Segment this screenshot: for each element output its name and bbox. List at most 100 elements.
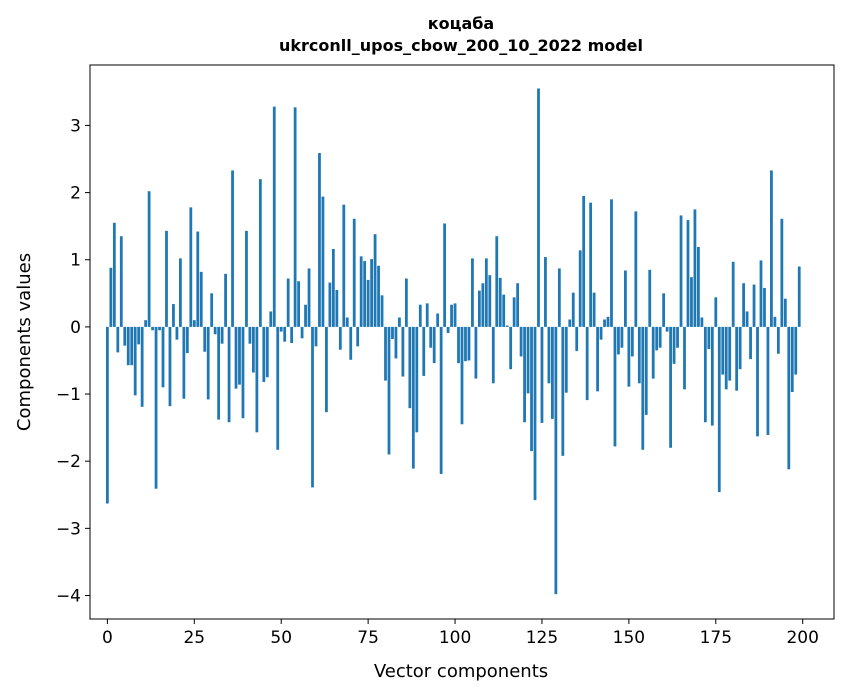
- bar: [498, 277, 502, 327]
- bar: [432, 326, 436, 364]
- bar: [297, 281, 300, 327]
- bar: [745, 311, 749, 327]
- bar: [185, 326, 189, 354]
- bar: [439, 326, 443, 474]
- bar: [293, 107, 297, 327]
- bar: [474, 326, 478, 379]
- bar: [523, 326, 526, 423]
- bar: [662, 293, 666, 327]
- bar: [644, 326, 648, 415]
- bar: [203, 326, 207, 352]
- bar: [526, 326, 530, 394]
- bar: [519, 326, 523, 357]
- bar: [398, 317, 401, 327]
- bar: [314, 326, 318, 347]
- bar: [627, 326, 631, 387]
- bar: [658, 326, 662, 348]
- bar: [415, 326, 419, 433]
- bar: [766, 326, 770, 435]
- bar: [477, 290, 481, 327]
- bar: [554, 326, 558, 595]
- bar: [126, 326, 130, 366]
- bar: [404, 278, 408, 327]
- bar: [783, 298, 787, 327]
- bar: [238, 326, 241, 385]
- bar: [265, 326, 269, 378]
- bar: [182, 326, 186, 399]
- x-tick-label: 25: [183, 628, 205, 648]
- bar: [703, 326, 707, 423]
- bar: [217, 326, 221, 420]
- bar: [199, 271, 203, 327]
- y-axis-label: Components values: [14, 253, 35, 431]
- bar: [610, 199, 613, 327]
- bar: [714, 297, 718, 327]
- bar: [599, 326, 603, 340]
- bar: [780, 218, 784, 327]
- bar: [589, 202, 593, 327]
- bar: [338, 326, 342, 350]
- bar: [154, 326, 158, 489]
- bar: [179, 258, 182, 327]
- bar: [147, 191, 151, 327]
- x-axis-label: Vector components: [374, 661, 548, 682]
- bar: [686, 220, 690, 327]
- bar: [123, 326, 127, 346]
- bar: [189, 207, 193, 327]
- bar: [648, 269, 652, 327]
- bar: [262, 326, 266, 382]
- bar: [356, 326, 360, 347]
- bar: [425, 303, 429, 327]
- bar: [613, 326, 617, 447]
- bar: [509, 326, 513, 370]
- bar: [196, 231, 200, 327]
- bar: [693, 209, 697, 327]
- bar: [530, 326, 533, 452]
- bar: [794, 326, 798, 375]
- bar: [377, 265, 380, 327]
- bar: [776, 326, 780, 354]
- bar: [551, 326, 554, 419]
- bar: [140, 326, 144, 407]
- bar: [165, 230, 168, 327]
- bar: [245, 230, 248, 327]
- bar: [564, 326, 568, 393]
- bar: [488, 275, 492, 327]
- bar: [578, 250, 582, 327]
- bar: [582, 195, 586, 327]
- bar: [710, 326, 714, 426]
- bar: [484, 258, 488, 327]
- bar: [436, 313, 440, 327]
- y-tick-label: 1: [70, 251, 81, 271]
- bar: [342, 204, 346, 327]
- bar: [311, 326, 314, 488]
- x-axis-ticks: 0 25 50 75 100 125 150 175 200: [102, 619, 819, 648]
- y-tick-label: 2: [70, 184, 81, 204]
- bar: [151, 326, 154, 331]
- y-tick-label: −2: [56, 452, 81, 472]
- bar: [328, 282, 332, 327]
- bar: [161, 326, 165, 388]
- plot-frame: [89, 64, 835, 620]
- bar: [707, 326, 711, 350]
- bar: [763, 287, 766, 327]
- bar: [537, 88, 540, 327]
- bar: [206, 326, 210, 400]
- y-tick-label: −1: [56, 385, 81, 405]
- y-tick-label: −4: [56, 586, 81, 606]
- y-tick-label: 0: [70, 318, 81, 338]
- bar: [495, 236, 499, 327]
- chart-title-line2: ukrconll_upos_cbow_200_10_2022 model: [279, 36, 643, 55]
- bar: [724, 326, 728, 390]
- bar: [721, 326, 725, 375]
- bar: [617, 326, 620, 355]
- bar: [557, 268, 561, 327]
- x-tick-label: 175: [700, 628, 732, 648]
- bar: [387, 326, 391, 455]
- bar: [258, 179, 262, 327]
- x-tick-label: 75: [357, 628, 379, 648]
- bar: [168, 326, 172, 407]
- bar: [408, 326, 412, 409]
- bar: [255, 326, 259, 433]
